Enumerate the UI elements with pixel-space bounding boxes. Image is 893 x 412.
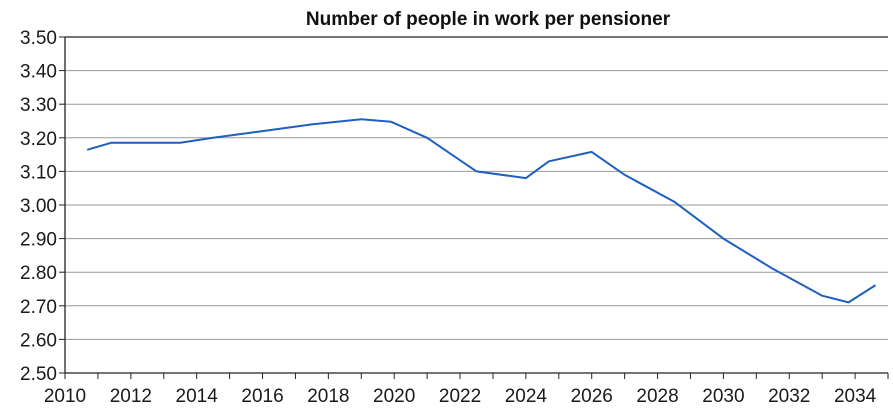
y-tick-label: 3.40: [20, 62, 57, 83]
series-layer: [87, 118, 876, 304]
x-tick-label: 2010: [44, 386, 86, 407]
x-axis: 2010 2012 2014 2016 2018 2020 2022 2024 2026 2028…: [44, 373, 889, 407]
y-tick-label: 3.20: [20, 129, 57, 150]
x-tick-label: 2026: [571, 386, 613, 407]
y-tick-label: 3.50: [20, 28, 57, 49]
x-tick-label: 2032: [768, 386, 810, 407]
y-tick-label: 3.30: [20, 95, 57, 116]
y-tick-label: 3.00: [20, 196, 57, 217]
y-tick-label: 2.90: [20, 230, 57, 251]
x-tick-label: 2018: [307, 386, 349, 407]
x-tick-label: 2024: [505, 386, 548, 407]
y-tick-label: 2.70: [20, 297, 57, 318]
chart-title: Number of people in work per pensioner: [306, 9, 671, 30]
series-line: [87, 118, 876, 304]
y-tick-label: 2.60: [20, 330, 57, 351]
x-tick-label: 2020: [373, 386, 415, 407]
x-tick-label: 2022: [439, 386, 481, 407]
plot-frame: [64, 36, 888, 374]
y-tick-label: 2.50: [20, 364, 57, 385]
y-tick-label: 3.10: [20, 162, 57, 183]
x-tick-label: 2014: [176, 386, 219, 407]
y-tick-label: 2.80: [20, 263, 57, 284]
x-tick-label: 2012: [110, 386, 152, 407]
x-tick-label: 2030: [702, 386, 744, 407]
x-tick-label: 2028: [636, 386, 678, 407]
x-tick-label: 2016: [241, 386, 283, 407]
x-tick-label: 2034: [834, 386, 877, 407]
gridlines: [65, 36, 888, 374]
y-axis: 2.50 2.60 2.70 2.80 2.90 3.00 3.10 3.20 3.30 3.40…: [20, 28, 65, 385]
